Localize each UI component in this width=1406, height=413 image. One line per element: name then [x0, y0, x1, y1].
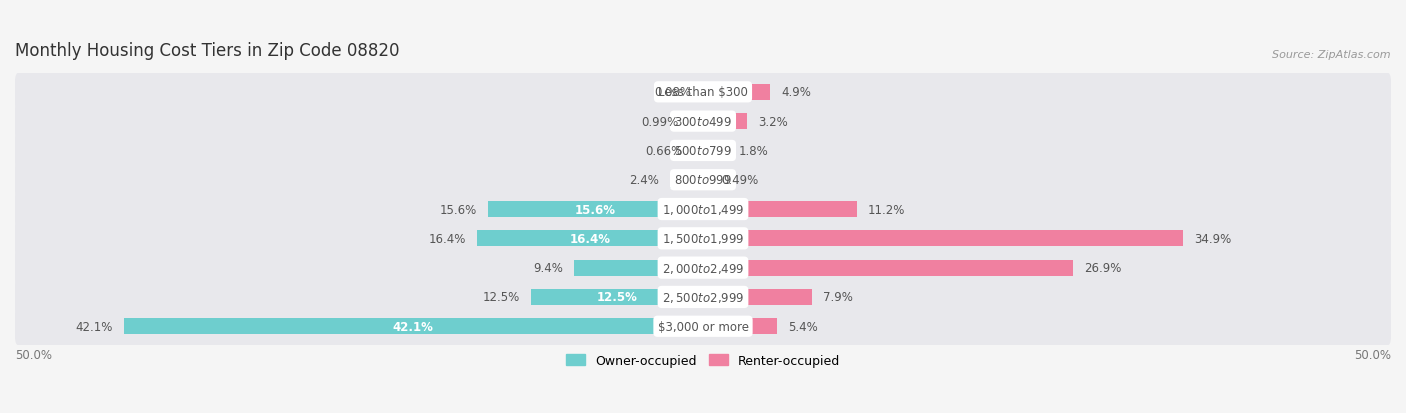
Text: $2,000 to $2,499: $2,000 to $2,499 [662, 261, 744, 275]
Text: 11.2%: 11.2% [868, 203, 905, 216]
Text: 0.66%: 0.66% [645, 145, 683, 157]
FancyBboxPatch shape [15, 190, 1391, 229]
Text: 16.4%: 16.4% [429, 232, 467, 245]
Bar [703, 231, 1184, 247]
Text: $300 to $499: $300 to $499 [673, 115, 733, 128]
FancyBboxPatch shape [15, 74, 1391, 112]
Bar [703, 85, 770, 101]
FancyBboxPatch shape [15, 132, 1391, 170]
FancyBboxPatch shape [15, 161, 1391, 199]
Text: 4.9%: 4.9% [782, 86, 811, 99]
FancyBboxPatch shape [15, 249, 1391, 287]
FancyBboxPatch shape [15, 278, 1391, 316]
Bar [703, 289, 811, 305]
Text: 50.0%: 50.0% [1354, 349, 1391, 361]
Text: Source: ZipAtlas.com: Source: ZipAtlas.com [1272, 50, 1391, 60]
Text: 3.2%: 3.2% [758, 115, 787, 128]
Text: 15.6%: 15.6% [575, 203, 616, 216]
Text: $1,500 to $1,999: $1,500 to $1,999 [662, 232, 744, 246]
Text: 0.49%: 0.49% [721, 174, 758, 187]
Legend: Owner-occupied, Renter-occupied: Owner-occupied, Renter-occupied [561, 349, 845, 372]
Text: 1.8%: 1.8% [738, 145, 769, 157]
Text: 0.08%: 0.08% [654, 86, 690, 99]
Text: 42.1%: 42.1% [76, 320, 112, 333]
Text: $800 to $999: $800 to $999 [673, 174, 733, 187]
Bar [703, 260, 1073, 276]
Text: 0.99%: 0.99% [641, 115, 678, 128]
Text: 42.1%: 42.1% [392, 320, 434, 333]
Text: 50.0%: 50.0% [15, 349, 52, 361]
Bar [671, 172, 703, 188]
Bar [703, 143, 728, 159]
Bar [703, 318, 778, 335]
FancyBboxPatch shape [15, 102, 1391, 141]
Bar [531, 289, 703, 305]
Text: 12.5%: 12.5% [482, 291, 520, 304]
Text: $2,500 to $2,999: $2,500 to $2,999 [662, 290, 744, 304]
Text: 26.9%: 26.9% [1084, 261, 1122, 275]
Bar [703, 172, 710, 188]
Text: 16.4%: 16.4% [569, 232, 610, 245]
Text: 7.9%: 7.9% [823, 291, 852, 304]
Text: 15.6%: 15.6% [440, 203, 477, 216]
Bar [488, 202, 703, 218]
Text: 2.4%: 2.4% [628, 174, 659, 187]
Text: $3,000 or more: $3,000 or more [658, 320, 748, 333]
Bar [689, 114, 703, 130]
FancyBboxPatch shape [15, 219, 1391, 258]
Bar [695, 143, 703, 159]
Text: 12.5%: 12.5% [596, 291, 637, 304]
Bar [574, 260, 703, 276]
Text: 9.4%: 9.4% [533, 261, 562, 275]
Text: $500 to $799: $500 to $799 [673, 145, 733, 157]
Text: $1,000 to $1,499: $1,000 to $1,499 [662, 202, 744, 216]
Bar [477, 231, 703, 247]
Text: Monthly Housing Cost Tiers in Zip Code 08820: Monthly Housing Cost Tiers in Zip Code 0… [15, 42, 399, 60]
Text: 5.4%: 5.4% [789, 320, 818, 333]
FancyBboxPatch shape [15, 307, 1391, 346]
Bar [703, 202, 858, 218]
Bar [124, 318, 703, 335]
Bar [703, 114, 747, 130]
Text: Less than $300: Less than $300 [658, 86, 748, 99]
Text: 34.9%: 34.9% [1194, 232, 1232, 245]
